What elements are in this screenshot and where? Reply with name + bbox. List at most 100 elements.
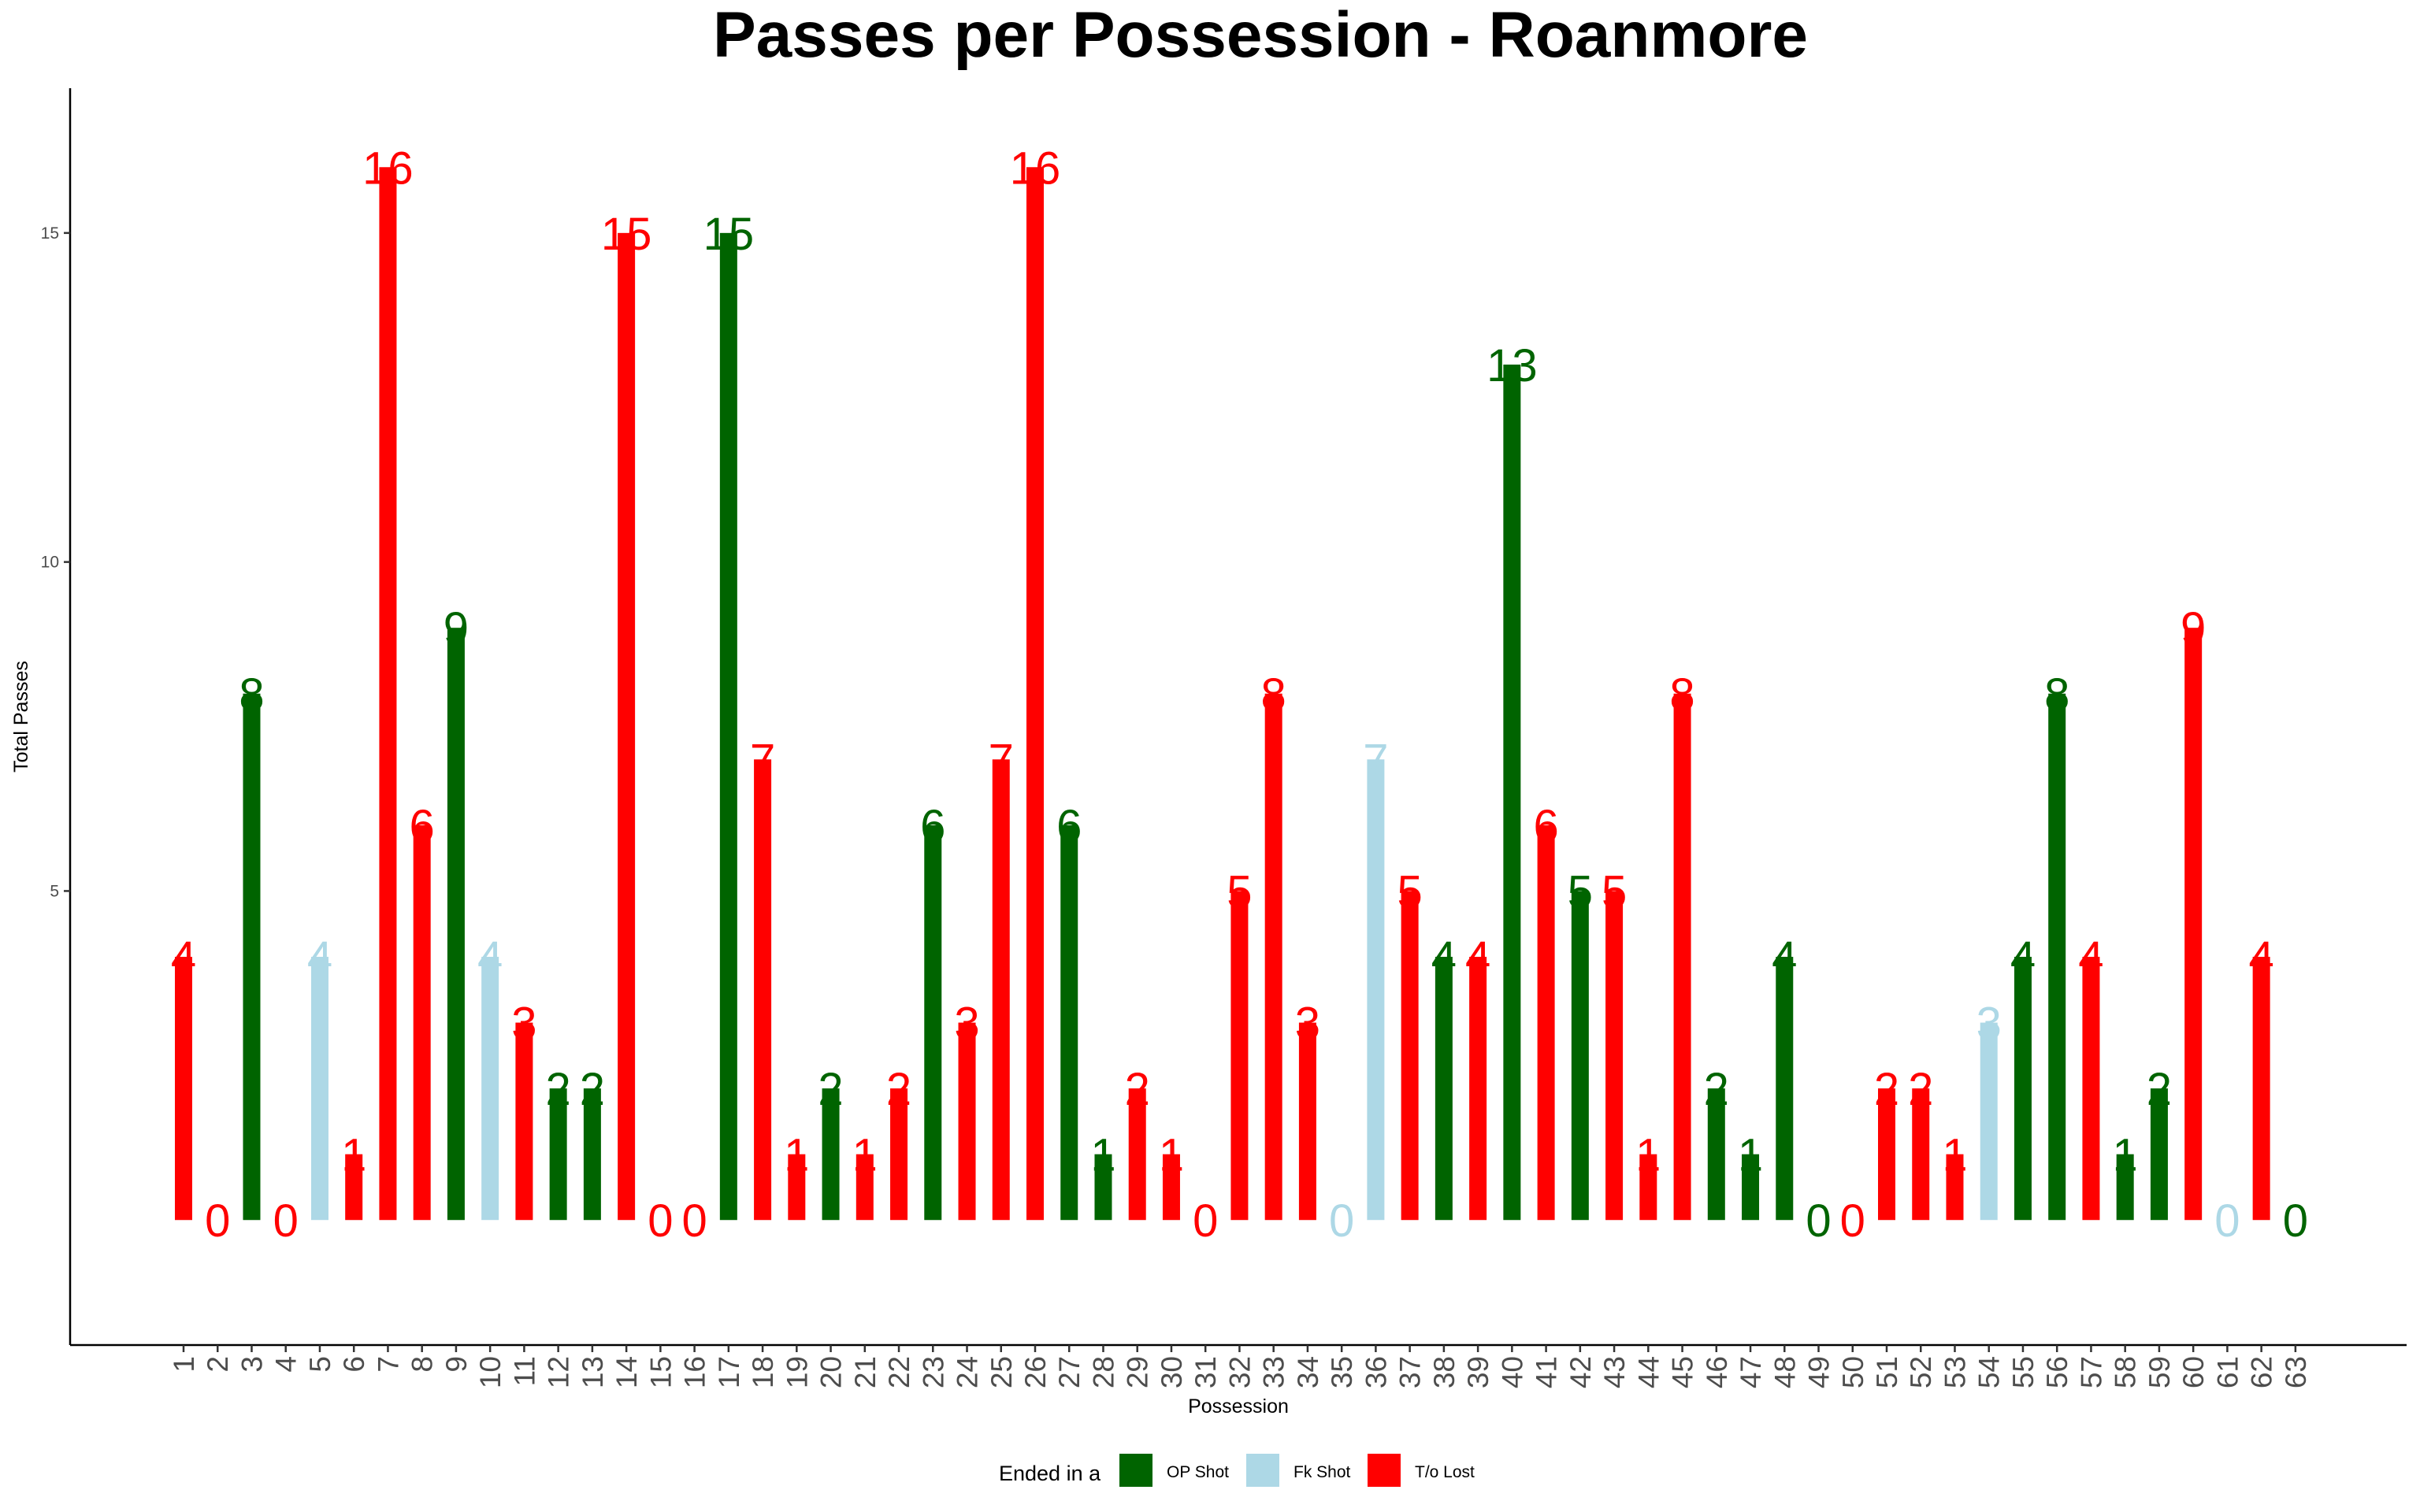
y-tick-label: 5 bbox=[50, 882, 59, 900]
x-tick-label: 48 bbox=[1769, 1356, 1801, 1388]
x-ticks: 1 2 3 4 5 6 7 8 9 10 11 12 13 14 15 16 17 18 19 20 21 22 23 24 2… bbox=[168, 1345, 2312, 1388]
bar-value-label: 15 bbox=[601, 209, 652, 260]
x-tick-label: 5 bbox=[304, 1356, 336, 1373]
bar-value-label: 8 bbox=[2044, 669, 2069, 721]
bar-value-label: 0 bbox=[1806, 1195, 1831, 1247]
x-tick-label: 8 bbox=[406, 1356, 439, 1373]
x-tick-label: 59 bbox=[2143, 1356, 2176, 1388]
x-tick-label: 23 bbox=[917, 1356, 949, 1388]
bar bbox=[175, 956, 192, 1221]
x-tick-label: 52 bbox=[1905, 1356, 1937, 1388]
bar-value-label: 3 bbox=[1976, 999, 2002, 1050]
bar bbox=[243, 693, 261, 1221]
bar bbox=[1026, 167, 1044, 1221]
bar bbox=[2048, 693, 2066, 1221]
x-tick-label: 26 bbox=[1019, 1356, 1052, 1388]
x-tick-label: 51 bbox=[1871, 1356, 1903, 1388]
bar bbox=[2252, 956, 2270, 1221]
x-tick-label: 25 bbox=[985, 1356, 1018, 1388]
legend-label: OP Shot bbox=[1167, 1463, 1229, 1481]
bar bbox=[1707, 1088, 1725, 1221]
bar-value-label: 2 bbox=[1125, 1064, 1150, 1115]
bar bbox=[1605, 891, 1624, 1221]
legend-key bbox=[1119, 1454, 1152, 1487]
bar-value-label: 1 bbox=[852, 1130, 878, 1181]
bar-value-label: 2 bbox=[2147, 1064, 2172, 1115]
x-tick-label: 58 bbox=[2110, 1356, 2142, 1388]
bar-value-label: 6 bbox=[1533, 801, 1558, 852]
bar bbox=[1298, 1022, 1316, 1221]
x-tick-label: 18 bbox=[747, 1356, 779, 1388]
x-tick-label: 10 bbox=[474, 1356, 507, 1388]
bar-value-label: 0 bbox=[1329, 1195, 1354, 1247]
x-tick-label: 30 bbox=[1156, 1356, 1188, 1388]
bar-value-label: 1 bbox=[341, 1130, 366, 1181]
x-tick-label: 11 bbox=[508, 1356, 540, 1386]
x-tick-label: 63 bbox=[2280, 1356, 2312, 1388]
bar-value-label: 15 bbox=[703, 209, 755, 260]
bar-value-label: 4 bbox=[307, 932, 332, 984]
x-tick-label: 29 bbox=[1122, 1356, 1154, 1388]
bar bbox=[481, 956, 499, 1221]
legend-label: T/o Lost bbox=[1415, 1463, 1475, 1481]
bar bbox=[1878, 1088, 1895, 1221]
x-axis-title: Possession bbox=[1188, 1395, 1289, 1418]
bar bbox=[1435, 956, 1453, 1221]
x-tick-label: 35 bbox=[1326, 1356, 1358, 1388]
bar-value-label: 9 bbox=[444, 603, 469, 654]
bar bbox=[788, 1154, 806, 1221]
bar-value-label: 4 bbox=[477, 932, 503, 984]
bar bbox=[754, 759, 772, 1221]
bar bbox=[583, 1088, 601, 1221]
bar-value-label: 0 bbox=[681, 1195, 707, 1247]
bar bbox=[379, 167, 397, 1221]
x-tick-label: 24 bbox=[952, 1356, 984, 1388]
bar bbox=[2014, 956, 2032, 1221]
x-tick-label: 45 bbox=[1667, 1356, 1699, 1388]
y-tick-label: 10 bbox=[41, 554, 59, 572]
bar-value-label: 8 bbox=[239, 669, 264, 721]
x-tick-label: 47 bbox=[1735, 1356, 1767, 1388]
x-tick-label: 17 bbox=[713, 1356, 745, 1388]
bar-value-label: 0 bbox=[2214, 1195, 2240, 1247]
x-tick-label: 34 bbox=[1292, 1356, 1324, 1388]
bar-value-label: 2 bbox=[1704, 1064, 1729, 1115]
x-tick-label: 27 bbox=[1053, 1356, 1086, 1388]
x-tick-label: 46 bbox=[1701, 1356, 1733, 1388]
x-tick-label: 57 bbox=[2075, 1356, 2107, 1388]
x-tick-label: 37 bbox=[1394, 1356, 1427, 1388]
bar bbox=[822, 1088, 840, 1221]
x-tick-label: 39 bbox=[1462, 1356, 1494, 1388]
bar-value-label: 1 bbox=[1090, 1130, 1115, 1181]
x-tick-label: 3 bbox=[236, 1356, 268, 1373]
bar-value-label: 5 bbox=[1602, 866, 1627, 917]
bar bbox=[515, 1022, 533, 1221]
bar-value-label: 8 bbox=[1261, 669, 1286, 721]
x-tick-label: 61 bbox=[2211, 1356, 2244, 1388]
bar bbox=[1673, 693, 1691, 1221]
y-ticks: 5 10 15 bbox=[41, 224, 70, 900]
bar bbox=[890, 1088, 908, 1221]
x-tick-label: 2 bbox=[202, 1356, 234, 1373]
bar bbox=[310, 956, 328, 1221]
bar-value-label: 2 bbox=[818, 1064, 843, 1115]
x-tick-label: 13 bbox=[577, 1356, 609, 1388]
bar-value-label: 7 bbox=[989, 735, 1014, 786]
x-tick-label: 15 bbox=[644, 1356, 677, 1388]
bar-value-label: 8 bbox=[1669, 669, 1694, 721]
bar bbox=[413, 825, 431, 1221]
bar-value-label: 2 bbox=[546, 1064, 571, 1115]
legend-title: Ended in a bbox=[999, 1462, 1101, 1485]
bar-value-label: 5 bbox=[1568, 866, 1593, 917]
x-tick-label: 19 bbox=[781, 1356, 813, 1388]
x-tick-label: 7 bbox=[372, 1356, 404, 1373]
bar-value-label: 7 bbox=[750, 735, 775, 786]
bar bbox=[1639, 1154, 1657, 1221]
x-tick-label: 36 bbox=[1360, 1356, 1392, 1388]
legend-key bbox=[1246, 1454, 1279, 1487]
x-tick-label: 22 bbox=[883, 1356, 915, 1388]
bar-value-label: 6 bbox=[410, 801, 435, 852]
bar-value-label: 4 bbox=[1465, 932, 1490, 984]
